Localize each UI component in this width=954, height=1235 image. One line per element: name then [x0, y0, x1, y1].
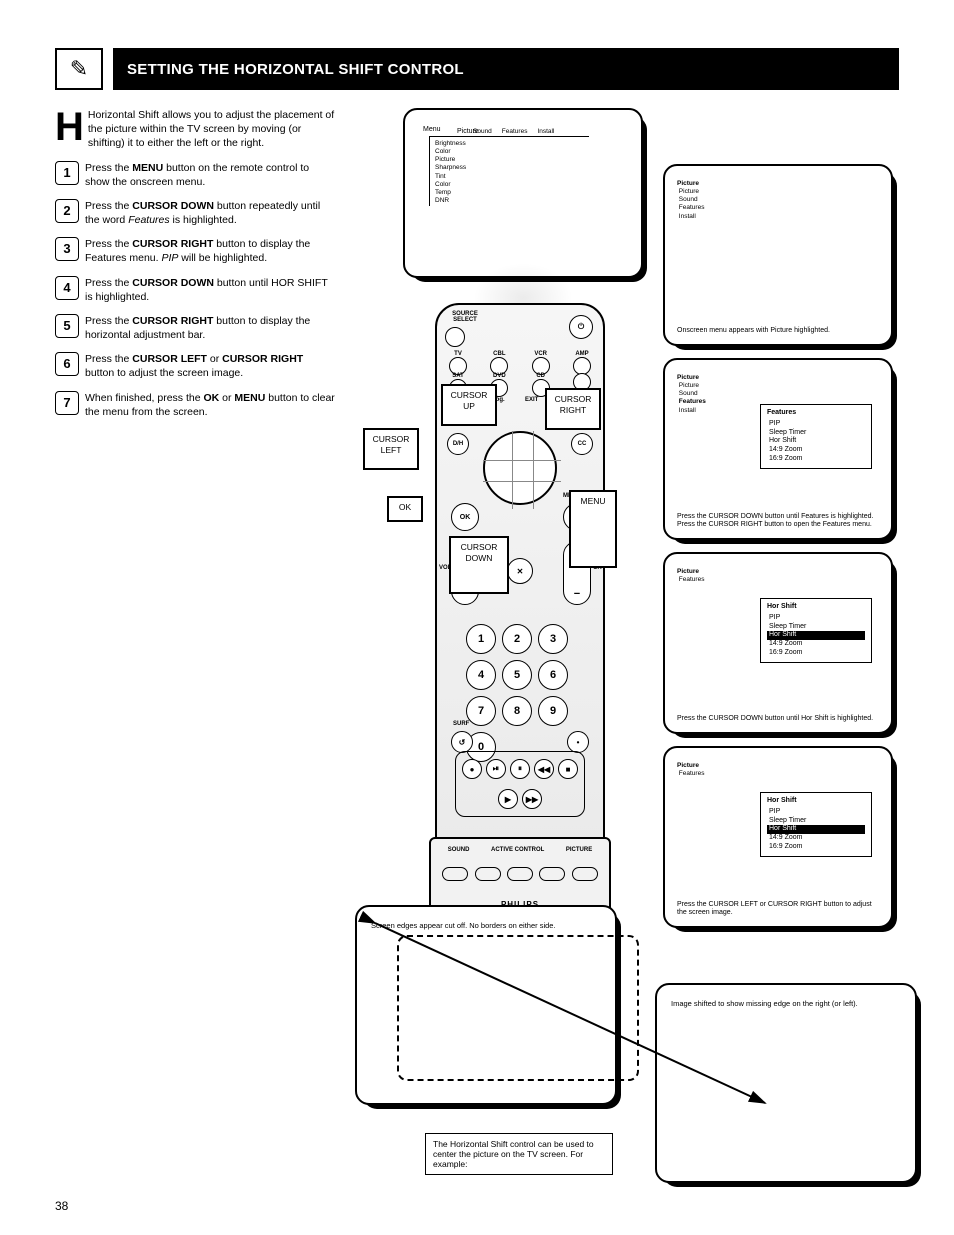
demo-screen-after: Image shifted to show missing edge on th…: [655, 983, 917, 1183]
num-6-button[interactable]: 6: [538, 660, 568, 690]
num-7-button[interactable]: 7: [466, 696, 496, 726]
dot-button[interactable]: •: [567, 731, 589, 753]
step-text: Press the CURSOR RIGHT button to display…: [85, 314, 335, 342]
cc-button[interactable]: CC: [571, 433, 593, 455]
step-5: 5Press the CURSOR RIGHT button to displa…: [55, 314, 335, 342]
num-2-button[interactable]: 2: [502, 624, 532, 654]
intro-paragraph: H Horizontal Shift allows you to adjust …: [55, 108, 335, 151]
num-8-button[interactable]: 8: [502, 696, 532, 726]
transport-button[interactable]: ⏯: [486, 759, 506, 779]
num-5-button[interactable]: 5: [502, 660, 532, 690]
vol-pill[interactable]: [539, 867, 565, 881]
panel-hint: Onscreen menu appears with Picture highl…: [677, 327, 879, 336]
demo-after-label: Image shifted to show missing edge on th…: [671, 999, 901, 1008]
source-select-button[interactable]: [445, 327, 465, 347]
mute-button[interactable]: ✕: [507, 558, 533, 584]
step-3: 3Press the CURSOR RIGHT button to displa…: [55, 237, 335, 265]
callout-menu: MENU: [569, 490, 617, 568]
surf-button[interactable]: ↺: [451, 731, 473, 753]
page-title: SETTING THE HORIZONTAL SHIFT CONTROL: [127, 61, 464, 78]
dropcap: H: [55, 108, 88, 144]
power-button[interactable]: ⏻: [569, 315, 593, 339]
step-num: 6: [55, 352, 79, 376]
demo-before-label: Screen edges appear cut off. No borders …: [371, 921, 591, 930]
intro-text: Horizontal Shift allows you to adjust th…: [88, 109, 334, 149]
tv-screen-main: Menu Picture SoundFeaturesInstall Bright…: [403, 108, 643, 278]
step-6: 6Press the CURSOR LEFT or CURSOR RIGHT b…: [55, 352, 335, 380]
transport-button[interactable]: ▶: [498, 789, 518, 809]
horizontal-shift-demo: Screen edges appear cut off. No borders …: [345, 893, 925, 1213]
step-num: 4: [55, 276, 79, 300]
callout-cursor-up: CURSOR UP: [441, 384, 497, 426]
num-1-button[interactable]: 1: [466, 624, 496, 654]
step-2: 2Press the CURSOR DOWN button repeatedly…: [55, 199, 335, 227]
step-num: 2: [55, 199, 79, 223]
step-1: 1Press the MENU button on the remote con…: [55, 161, 335, 189]
ok-button[interactable]: OK: [451, 503, 479, 531]
panel-hint: Press the CURSOR DOWN button until Hor S…: [677, 715, 879, 724]
surf-label: SURF: [453, 721, 469, 727]
num-3-button[interactable]: 3: [538, 624, 568, 654]
nxt-pill[interactable]: [442, 867, 468, 881]
callout-cursor-right: CURSOR RIGHT: [545, 388, 601, 430]
cursor-dpad[interactable]: [483, 431, 557, 505]
transport-button[interactable]: ⏸: [510, 759, 530, 779]
pencil-glyph: ✎: [70, 56, 88, 82]
menu-root-label: Menu: [423, 126, 441, 135]
transport-button[interactable]: ■: [558, 759, 578, 779]
demo-caption: The Horizontal Shift control can be used…: [425, 1133, 613, 1175]
sequence-panel-1: Picture Picture Sound Features InstallOn…: [663, 164, 893, 346]
page-title-bar: SETTING THE HORIZONTAL SHIFT CONTROL: [113, 48, 899, 90]
source-select-label: SOURCE SELECT: [445, 311, 485, 323]
num-4-button[interactable]: 4: [466, 660, 496, 690]
sequence-panel-2: Picture Picture Sound Features InstallFe…: [663, 358, 893, 540]
demo-screen-before: Screen edges appear cut off. No borders …: [355, 905, 617, 1105]
exit-label: EXIT: [525, 397, 538, 403]
step-7: 7When finished, press the OK or MENU but…: [55, 391, 335, 419]
step-num: 5: [55, 314, 79, 338]
num-9-button[interactable]: 9: [538, 696, 568, 726]
transport-button[interactable]: ◀◀: [534, 759, 554, 779]
incr-pill[interactable]: [475, 867, 501, 881]
callout-cursor-left: CURSOR LEFT: [363, 428, 419, 470]
step-num: 7: [55, 391, 79, 415]
step-text: Press the CURSOR LEFT or CURSOR RIGHT bu…: [85, 352, 335, 380]
step-text: When finished, press the OK or MENU butt…: [85, 391, 335, 419]
step-text: Press the CURSOR RIGHT button to display…: [85, 237, 335, 265]
sequence-panel-3: Picture FeaturesHor ShiftPIPSleep TimerH…: [663, 552, 893, 734]
step-4: 4Press the CURSOR DOWN button until HOR …: [55, 276, 335, 304]
number-pad: 1234567890: [463, 621, 579, 765]
callout-ok: OK: [387, 496, 423, 522]
step-num: 1: [55, 161, 79, 185]
zoom-pill[interactable]: [572, 867, 598, 881]
instruction-column: H Horizontal Shift allows you to adjust …: [55, 108, 335, 1198]
step-text: Press the CURSOR DOWN button until HOR S…: [85, 276, 335, 304]
p-p-pill[interactable]: [507, 867, 533, 881]
step-text: Press the CURSOR DOWN button repeatedly …: [85, 199, 335, 227]
dh-button[interactable]: D/H: [447, 433, 469, 455]
step-num: 3: [55, 237, 79, 261]
transport-button[interactable]: ▶▶: [522, 789, 542, 809]
transport-button[interactable]: ●: [462, 759, 482, 779]
panel-hint: Press the CURSOR DOWN button until Featu…: [677, 513, 879, 531]
page-number: 38: [55, 1199, 68, 1213]
visual-canvas: Menu Picture SoundFeaturesInstall Bright…: [345, 108, 899, 1198]
header-pencil-icon: ✎: [55, 48, 103, 90]
callout-cursor-down: CURSOR DOWN: [449, 536, 509, 594]
transport-controls: ●⏯⏸◀◀■ ▶▶▶: [455, 751, 585, 817]
step-text: Press the MENU button on the remote cont…: [85, 161, 335, 189]
